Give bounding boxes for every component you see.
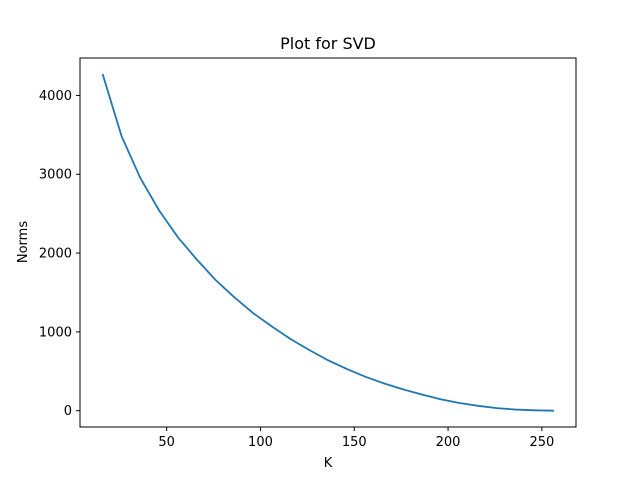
- chart-title: Plot for SVD: [280, 34, 376, 53]
- y-tick-label: 1000: [39, 325, 72, 340]
- x-axis: 50 100 150 200 250: [158, 427, 554, 450]
- series-line-0: [101, 73, 555, 412]
- y-axis-label: Norms: [16, 221, 31, 263]
- x-axis-label: K: [324, 456, 333, 471]
- x-tick-label: 200: [436, 435, 461, 450]
- y-tick-label: 0: [64, 404, 72, 419]
- y-tick-label: 2000: [39, 247, 72, 262]
- plot-area: [79, 57, 577, 428]
- y-axis: 0 1000 2000 3000 4000: [39, 89, 80, 419]
- x-tick-label: 150: [342, 435, 367, 450]
- x-tick-label: 250: [529, 435, 554, 450]
- x-tick-label: 50: [158, 435, 175, 450]
- y-tick-label: 4000: [39, 89, 72, 104]
- x-tick-label: 100: [248, 435, 273, 450]
- plot-frame: [79, 57, 577, 428]
- y-tick-label: 3000: [39, 168, 72, 183]
